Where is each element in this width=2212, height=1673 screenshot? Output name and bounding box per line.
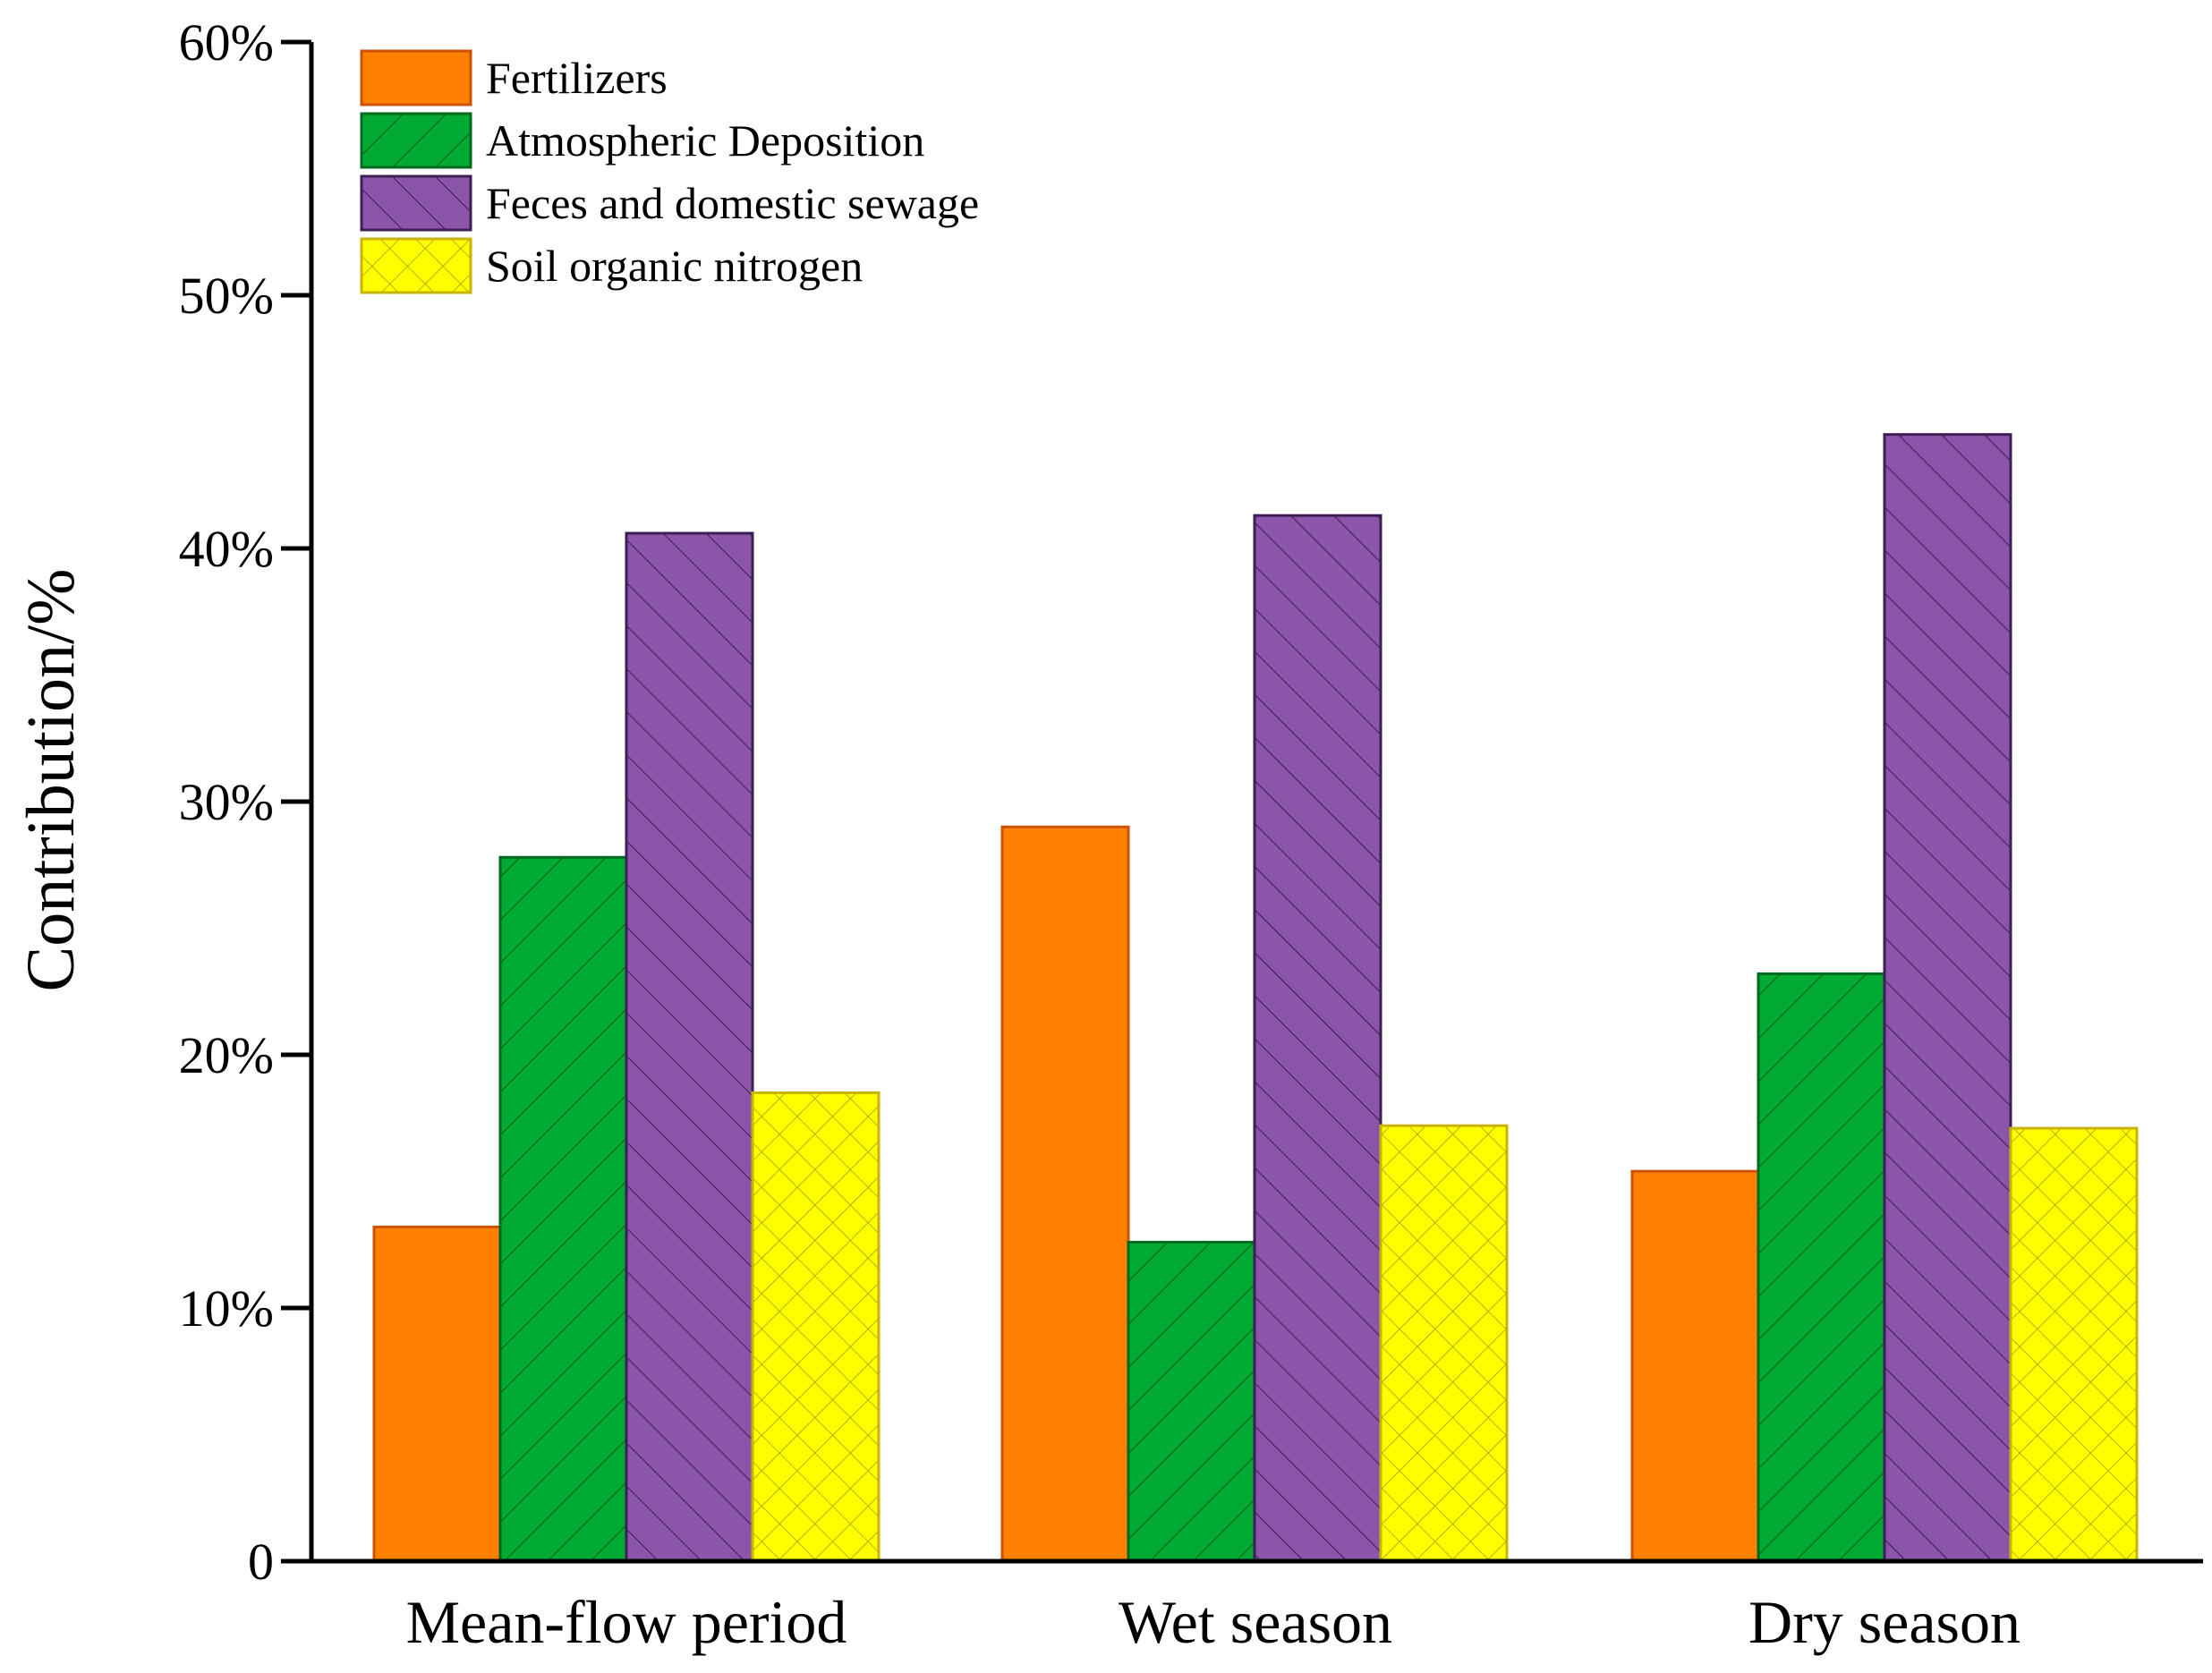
legend-label-soil-organic-nitrogen: Soil organic nitrogen	[486, 241, 863, 291]
legend-swatch-soil-organic-nitrogen	[360, 237, 472, 294]
axes-layer: 0 10% 20% 30% 40% 50% 60% Mean-flow period Wet s…	[179, 13, 2203, 1656]
legend: Fertilizers Atmospheric Deposition Feces a…	[360, 49, 979, 294]
y-tick-label: 30%	[179, 773, 274, 831]
legend-label-atmospheric-deposition: Atmospheric Deposition	[486, 115, 924, 166]
y-tick-label: 60%	[179, 13, 274, 72]
x-category-label: Wet season	[1119, 1588, 1392, 1656]
bars-layer	[372, 433, 2139, 1563]
y-tick-label: 20%	[179, 1026, 274, 1084]
legend-swatch-atmospheric-deposition	[360, 112, 472, 169]
y-tick-label: 10%	[179, 1279, 274, 1338]
bar-mean-flow-period-soil-organic-nitrogen	[751, 1091, 881, 1563]
bar-mean-flow-period-atmospheric-deposition	[498, 855, 628, 1563]
y-axis-title: Contribution/%	[13, 569, 89, 992]
legend-swatch-fertilizers	[360, 49, 472, 106]
bar-dry-season-feces-and-domestic-sewage	[1883, 433, 2012, 1563]
y-tick-label: 40%	[179, 520, 274, 578]
bar-wet-season-feces-and-domestic-sewage	[1253, 514, 1382, 1563]
x-category-label: Dry season	[1748, 1588, 2021, 1656]
y-tick-label: 0	[248, 1533, 274, 1591]
x-category-label: Mean-flow period	[406, 1588, 847, 1656]
bar-mean-flow-period-feces-and-domestic-sewage	[625, 531, 754, 1563]
legend-swatch-feces-and-domestic-sewage	[360, 174, 472, 232]
bar-dry-season-soil-organic-nitrogen	[2009, 1126, 2139, 1563]
y-tick-label: 50%	[179, 267, 274, 325]
legend-label-feces-and-domestic-sewage: Feces and domestic sewage	[486, 178, 979, 228]
bar-wet-season-fertilizers	[1000, 825, 1130, 1563]
legend-label-fertilizers: Fertilizers	[486, 53, 668, 103]
bar-wet-season-soil-organic-nitrogen	[1379, 1124, 1509, 1563]
bar-mean-flow-period-fertilizers	[372, 1225, 502, 1563]
bar-dry-season-atmospheric-deposition	[1757, 972, 1886, 1563]
bar-dry-season-fertilizers	[1630, 1169, 1760, 1563]
bar-wet-season-atmospheric-deposition	[1127, 1240, 1256, 1563]
